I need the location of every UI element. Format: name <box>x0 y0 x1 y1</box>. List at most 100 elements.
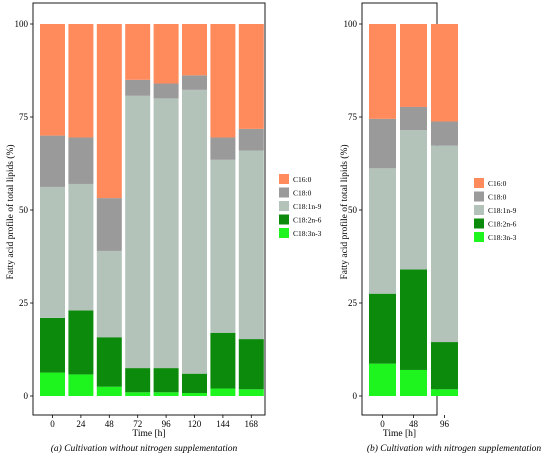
panel-a-bar-segment <box>153 98 179 369</box>
panel-a-bar-segment <box>96 198 122 251</box>
panel-a-bar-segment <box>96 24 122 199</box>
panel-b-bar-segment <box>369 293 396 364</box>
panel-b-legend-swatch <box>474 232 484 242</box>
panel-a-bar-segment <box>68 137 94 184</box>
panel-a-bar-segment <box>96 337 122 387</box>
panel-b-legend-swatch <box>474 191 484 202</box>
panel-b-bar-segment <box>400 106 427 131</box>
panel-b-legend-label: C18:1n-9 <box>488 206 517 215</box>
panel-a-legend-label: C18:3n-3 <box>293 229 322 238</box>
panel-b-bar-segment <box>431 121 458 146</box>
panel-b-bar-segment <box>431 24 458 122</box>
panel-a-x-tick-label: 168 <box>245 419 259 429</box>
panel-a-bar-segment <box>153 368 179 393</box>
panel-a-x-tick-label: 72 <box>133 419 142 429</box>
panel-b-legend-label: C18:3n-3 <box>488 233 517 242</box>
panel-a-bar-segment <box>40 24 65 136</box>
panel-b-bar-segment <box>369 118 396 169</box>
panel-a-bar-segment <box>238 150 264 340</box>
panel-a-x-axis-title: Time [h] <box>132 429 165 439</box>
panel-a-bar-segment <box>40 186 65 318</box>
panel-a-bar-segment <box>238 128 264 151</box>
panel-a-x-tick-label: 24 <box>76 419 86 429</box>
panel-a-y-axis-title: Fatty acid profile of total lipids (%) <box>5 144 16 279</box>
panel-a-bar-segment <box>125 392 151 396</box>
panel-a-bar-segment <box>125 95 151 369</box>
panel-a-legend-swatch <box>279 201 289 211</box>
panel-a-bar-segment <box>182 89 207 374</box>
panel-b-x-tick-label: 96 <box>440 419 450 429</box>
panel-b-y-tick-label: 100 <box>344 19 358 29</box>
panel-b-legend-swatch <box>474 178 484 188</box>
panel-a-y-tick-label: 50 <box>19 205 29 215</box>
panel-b-bar-segment <box>431 145 458 343</box>
panel-a-bar-segment <box>68 24 94 138</box>
panel-a-plot-frame <box>32 2 266 416</box>
panel-a-bar-segment <box>68 183 94 311</box>
panel-a-bar-segment <box>68 374 94 396</box>
panel-b-x-tick-label: 48 <box>409 419 419 429</box>
panel-b-bar-segment <box>369 363 396 396</box>
panel-a-bar-segment <box>153 83 179 99</box>
panel-b-bar-segment <box>400 24 427 107</box>
panel-a-legend-swatch <box>279 214 289 225</box>
panel-a-bar-segment <box>153 392 179 396</box>
panel-b-legend-label: C18:2n-6 <box>488 220 517 229</box>
panel-a-x-tick-label: 96 <box>162 419 172 429</box>
panel-a-bar-segment <box>40 317 65 373</box>
panel-b-bar-segment <box>400 269 427 370</box>
panel-a-x-tick-label: 0 <box>50 419 55 429</box>
panel-b-x-axis-title: Time [h] <box>383 429 416 439</box>
panel-a-bar-segment <box>210 24 236 138</box>
panel-b-bar-segment <box>369 168 396 294</box>
panel-b-legend-label: C18:0 <box>488 193 507 202</box>
panel-a-legend-label: C16:0 <box>293 175 312 184</box>
panel-b-y-tick-label: 50 <box>348 205 358 215</box>
panel-a-x-tick-label: 48 <box>105 419 115 429</box>
panel-a-bar-segment <box>96 250 122 338</box>
panel-a-bar-segment <box>182 393 207 396</box>
panel-a-y-tick-label: 100 <box>15 19 29 29</box>
panel-b-legend-label: C16:0 <box>488 179 507 188</box>
panel-a-bar-segment <box>182 24 207 76</box>
panel-a-legend-label: C18:2n-6 <box>293 216 322 225</box>
panel-b-y-tick-label: 0 <box>353 391 358 401</box>
panel-a-bar-segment <box>182 373 207 394</box>
panel-a-bar-segment <box>125 79 151 96</box>
panel-a-bar-segment <box>182 75 207 90</box>
panel-a-bar-segment <box>40 135 65 187</box>
panel-b-legend-swatch <box>474 218 484 229</box>
panel-a-bar-segment <box>210 137 236 160</box>
panel-a-x-tick-label: 144 <box>216 419 230 429</box>
panel-b-y-tick-label: 75 <box>348 112 358 122</box>
panel-a-bar-segment <box>125 368 151 393</box>
panel-a-bar-segment <box>238 24 264 129</box>
panel-a-bar-segment <box>68 310 94 375</box>
panel-a-bar-segment <box>210 332 236 389</box>
panel-b-bar-segment <box>431 389 458 396</box>
panel-b-bar-segment <box>400 369 427 396</box>
panel-a-x-tick-label: 120 <box>188 419 202 429</box>
panel-b-caption: (b) Cultivation with nitrogen supplement… <box>367 443 542 454</box>
panel-a-legend-swatch <box>279 187 289 198</box>
panel-a-legend-label: C18:0 <box>293 189 312 198</box>
panel-a-bar-segment <box>40 372 65 396</box>
panel-a-legend-swatch <box>279 228 289 238</box>
panel-b-legend-swatch <box>474 205 484 215</box>
panel-a-legend-label: C18:1n-9 <box>293 202 322 211</box>
panel-b-bar-segment <box>400 130 427 270</box>
panel-b-x-tick-label: 0 <box>380 419 385 429</box>
panel-b-bar-segment <box>369 24 396 119</box>
panel-a-legend-swatch <box>279 174 289 184</box>
panel-b-y-axis-title: Fatty acid profile of total lipids (%) <box>339 144 350 279</box>
panel-a-bar-segment <box>210 159 236 333</box>
panel-a-bar-segment <box>96 386 122 396</box>
panel-a-bar-segment <box>238 389 264 396</box>
panel-a-bar-segment <box>125 24 151 80</box>
panel-a-y-tick-label: 25 <box>19 298 29 308</box>
panel-a-bar-segment <box>210 388 236 396</box>
panel-a-caption: (a) Cultivation without nitrogen supplem… <box>51 443 238 454</box>
panel-a-bar-segment <box>238 339 264 390</box>
panel-a-y-tick-label: 75 <box>19 112 29 122</box>
